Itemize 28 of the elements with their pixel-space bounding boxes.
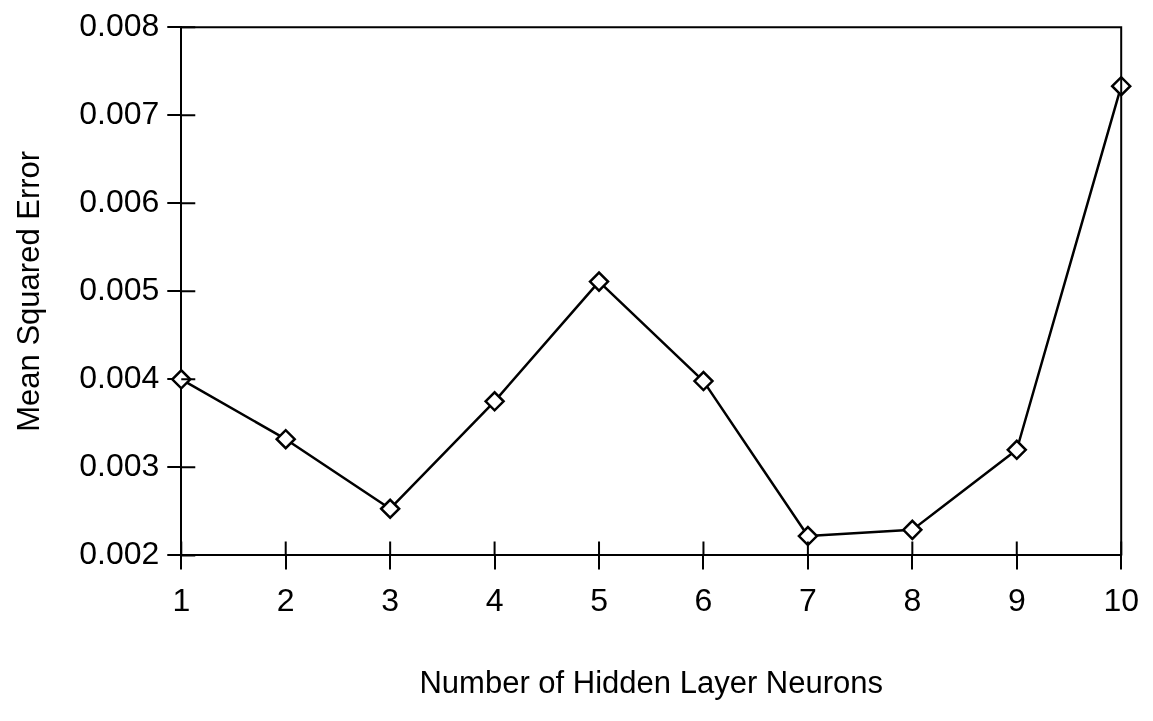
x-tick-label: 6 (694, 582, 713, 619)
y-tick-label: 0.002 (79, 535, 160, 572)
x-tick-label: 9 (1007, 582, 1026, 619)
point (588, 271, 610, 292)
x-tick-label: 7 (799, 582, 817, 619)
y-tick-label: 0.006 (79, 183, 160, 220)
y-tick-label: 0.007 (79, 95, 160, 132)
x-tick-label: 1 (172, 582, 191, 619)
y-tick-label: 0.004 (79, 359, 160, 396)
x-tick-label: 10 (1103, 582, 1139, 619)
y-axis-title: Mean Squared Error (11, 150, 47, 432)
point (1006, 439, 1028, 461)
point (484, 391, 505, 412)
point (902, 519, 923, 541)
y-tick-label: 0.008 (79, 7, 160, 44)
point (797, 525, 819, 547)
x-tick-label: 2 (276, 582, 295, 619)
x-tick-label: 3 (381, 582, 400, 619)
x-tick-label: 8 (903, 582, 922, 619)
x-tick-label: 4 (485, 582, 504, 619)
point (275, 428, 296, 450)
point (379, 498, 401, 519)
y-tick-label: 0.005 (79, 271, 160, 308)
point (693, 370, 714, 392)
x-tick-label: 5 (590, 582, 608, 619)
point (171, 369, 192, 390)
y-tick-label: 0.003 (79, 447, 160, 484)
x-axis-title: Number of Hidden Layer Neurons (419, 664, 884, 700)
